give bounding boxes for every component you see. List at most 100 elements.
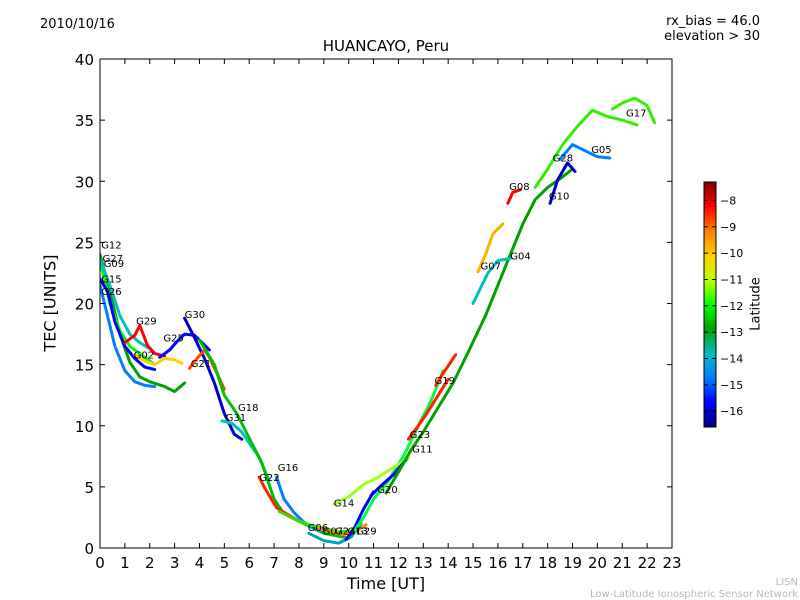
series-label-g25: G25 xyxy=(163,333,183,344)
series-line-g29 xyxy=(352,369,445,534)
series-label-g08: G08 xyxy=(509,182,529,193)
series-label-g29: G29 xyxy=(356,527,376,538)
x-tick-label: 13 xyxy=(414,554,433,572)
x-tick-label: 11 xyxy=(364,554,383,572)
x-tick-label: 2 xyxy=(145,554,155,572)
series-line-g07 xyxy=(317,523,368,537)
x-tick-label: 6 xyxy=(244,554,254,572)
series-label-g15: G15 xyxy=(101,275,121,286)
x-tick-label: 5 xyxy=(220,554,230,572)
series-line-g06 xyxy=(277,509,351,534)
x-tick-label: 14 xyxy=(439,554,458,572)
x-tick-label: 21 xyxy=(613,554,632,572)
x-tick-label: 7 xyxy=(269,554,279,572)
y-tick-label: 30 xyxy=(75,173,94,191)
series-label-g10: G10 xyxy=(549,192,569,203)
series-line-g09 xyxy=(100,258,152,351)
series-label-g16: G16 xyxy=(278,463,298,474)
info-box: rx_bias = 46.0 elevation > 30 xyxy=(664,14,760,44)
series-label-g22: G22 xyxy=(259,473,279,484)
series-line-g14 xyxy=(332,457,410,506)
footer-long: Low-Latitude Ionospheric Sensor Network xyxy=(590,589,798,600)
series-label-g12: G12 xyxy=(101,241,121,252)
footer-short: LISN xyxy=(775,577,798,588)
colorbar-label: Latitude xyxy=(748,277,764,331)
x-tick-label: 15 xyxy=(463,554,482,572)
series-line-g15 xyxy=(100,277,157,371)
x-tick-label: 8 xyxy=(294,554,304,572)
elevation-label: elevation > 30 xyxy=(664,29,760,44)
colorbar-tick-label: −13 xyxy=(720,326,743,339)
series-label-g21: G21 xyxy=(191,359,211,370)
series-line-g07 xyxy=(476,222,505,274)
series-label-g31: G31 xyxy=(226,413,246,424)
series-label-g29: G29 xyxy=(136,316,156,327)
x-tick-label: 23 xyxy=(662,554,681,572)
colorbar xyxy=(703,181,717,428)
x-tick-label: 0 xyxy=(95,554,105,572)
plot-frame xyxy=(99,58,673,549)
series-line-g16 xyxy=(275,475,326,534)
series-line-g28 xyxy=(533,108,639,189)
x-tick-label: 19 xyxy=(563,554,582,572)
y-tick-label: 40 xyxy=(75,51,94,69)
chart-title: HUANCAYO, Peru xyxy=(322,37,450,55)
series-line-g02 xyxy=(133,353,184,367)
series-label-g02: G02 xyxy=(134,351,154,362)
y-tick-label: 25 xyxy=(75,234,94,252)
x-tick-label: 1 xyxy=(120,554,130,572)
series-label-g24: G24 xyxy=(335,527,355,538)
series-label-g17: G17 xyxy=(626,109,646,120)
series-line-g13 xyxy=(344,490,376,541)
x-axis-label: Time [UT] xyxy=(346,574,426,593)
colorbar-tick-label: −11 xyxy=(720,273,743,286)
colorbar-tick-label: −14 xyxy=(720,353,743,366)
y-tick-label: 15 xyxy=(75,357,94,375)
series-line-g30 xyxy=(183,316,244,441)
date-label: 2010/10/16 xyxy=(40,17,115,32)
y-tick-label: 5 xyxy=(84,479,94,497)
colorbar-tick-label: −9 xyxy=(720,221,736,234)
series-label-g05: G05 xyxy=(591,145,611,156)
series-line-g12 xyxy=(100,253,187,393)
series-label-g11: G11 xyxy=(412,445,432,456)
series-label-g09: G09 xyxy=(104,259,124,270)
series-label-g23: G23 xyxy=(410,430,430,441)
colorbar-tick-label: −16 xyxy=(720,405,743,418)
x-tick-label: 9 xyxy=(319,554,329,572)
series-label-g30: G30 xyxy=(185,310,205,321)
series-line-g10 xyxy=(548,161,577,205)
series-layer xyxy=(100,96,657,545)
colorbar-tick-label: −10 xyxy=(720,247,743,260)
satellite-labels: G12G27G09G15G26G29G02G25G30G21G31G18G22G… xyxy=(101,109,646,538)
series-line-g23 xyxy=(406,377,450,441)
y-axis-label: TEC [UNITS] xyxy=(40,254,60,352)
series-label-g20: G20 xyxy=(377,485,397,496)
series-label-g19: G19 xyxy=(435,376,455,387)
colorbar-tick-label: −8 xyxy=(720,194,736,207)
series-label-g28: G28 xyxy=(553,154,573,165)
series-label-g14: G14 xyxy=(334,498,354,509)
series-label-g26: G26 xyxy=(101,287,121,298)
colorbar-tick-label: −12 xyxy=(720,300,743,313)
series-line-g04 xyxy=(471,256,512,305)
series-label-g04: G04 xyxy=(510,252,530,263)
series-line-g05 xyxy=(558,143,612,161)
x-tick-label: 4 xyxy=(195,554,205,572)
x-tick-label: 20 xyxy=(588,554,607,572)
series-line-g29 xyxy=(123,324,167,358)
series-label-g27: G27 xyxy=(103,254,123,265)
rx-bias-label: rx_bias = 46.0 xyxy=(666,14,760,29)
x-tick-label: 18 xyxy=(538,554,557,572)
series-line-g26 xyxy=(100,283,157,389)
x-tick-label: 12 xyxy=(389,554,408,572)
x-tick-label: 3 xyxy=(170,554,180,572)
y-tick-label: 20 xyxy=(75,296,94,314)
series-line-g18 xyxy=(198,338,351,540)
series-line-g17 xyxy=(610,96,657,125)
series-line-g11 xyxy=(384,167,574,495)
series-label-g07: G07 xyxy=(323,527,343,538)
x-axis-ticks: 0 1 2 3 4 5 6 7 8 9 10 11 12 13 14 15 16 17 18 19 20 21 22 23 xyxy=(95,59,682,572)
x-tick-label: 10 xyxy=(339,554,358,572)
